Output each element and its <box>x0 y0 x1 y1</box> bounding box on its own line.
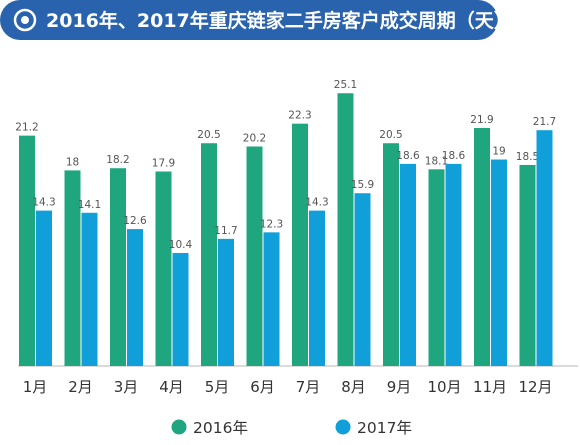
data-label-s1-9: 20.5 <box>379 129 402 141</box>
x-tick-label-5: 5月 <box>205 378 230 396</box>
bar-s1-11 <box>474 128 490 366</box>
data-label-s2-10: 18.6 <box>442 150 466 162</box>
x-tick-label-11: 11月 <box>473 378 507 396</box>
chart-title: 2016年、2017年重庆链家二手房客户成交周期（天） <box>46 9 513 32</box>
data-label-s1-1: 21.2 <box>15 122 38 134</box>
bar-s1-7 <box>292 123 308 366</box>
legend-swatch-1 <box>171 419 187 435</box>
data-label-s1-10: 18.1 <box>425 155 448 167</box>
target-icon <box>13 8 37 32</box>
data-label-s1-5: 20.5 <box>197 129 220 141</box>
data-label-s2-8: 15.9 <box>351 179 374 191</box>
legend-label-2: 2017年 <box>357 419 412 437</box>
x-tick-label-6: 6月 <box>250 378 275 396</box>
x-tick-label-1: 1月 <box>23 378 48 396</box>
x-tick-label-3: 3月 <box>114 378 139 396</box>
data-label-s1-3: 18.2 <box>106 154 129 166</box>
x-tick-label-7: 7月 <box>296 378 321 396</box>
bar-s2-3 <box>127 229 143 366</box>
bar-s1-9 <box>383 143 399 366</box>
bar-s2-6 <box>263 232 280 366</box>
x-tick-label-10: 10月 <box>427 378 461 396</box>
data-label-s2-9: 18.6 <box>396 150 420 162</box>
x-tick-label-8: 8月 <box>341 378 366 396</box>
legend: 2016年 2017年 <box>171 419 412 437</box>
x-tick-label-4: 4月 <box>159 378 184 396</box>
data-label-s2-4: 10.4 <box>169 239 193 251</box>
bar-s2-12 <box>536 130 553 366</box>
data-label-s2-11: 19 <box>492 146 505 158</box>
bar-s2-8 <box>354 193 371 366</box>
data-label-s2-3: 12.6 <box>123 215 147 227</box>
data-label-s1-12: 18.5 <box>516 151 539 163</box>
bars-group: 21.2 14.3 18 14.1 18.2 12.6 17.9 10.4 20.5 11.7 20… <box>15 79 556 366</box>
header-banner: 2016年、2017年重庆链家二手房客户成交周期（天） <box>0 0 513 40</box>
bar-s1-5 <box>201 143 217 366</box>
bar-s1-8 <box>337 93 354 366</box>
data-label-s2-6: 12.3 <box>260 218 283 230</box>
bar-s2-1 <box>36 210 52 366</box>
bar-s2-2 <box>81 212 98 366</box>
data-label-s2-5: 11.7 <box>214 225 237 237</box>
data-label-s1-8: 25.1 <box>334 79 357 91</box>
data-label-s2-12: 21.7 <box>533 116 556 128</box>
legend-label-1: 2016年 <box>193 419 248 437</box>
x-tick-label-9: 9月 <box>387 378 412 396</box>
data-label-s1-7: 22.3 <box>288 110 311 122</box>
legend-swatch-2 <box>335 419 351 435</box>
data-label-s2-2: 14.1 <box>78 199 101 211</box>
bar-s2-11 <box>491 159 507 366</box>
bar-s1-3 <box>110 168 126 366</box>
header-background <box>0 0 498 40</box>
bar-s2-4 <box>172 252 189 366</box>
x-tick-labels: 1月 2月 3月 4月 5月 6月 7月 8月 9月 10月 11月 12月 <box>23 378 553 396</box>
data-label-s1-4: 17.9 <box>152 157 175 169</box>
bar-s1-4 <box>155 171 172 366</box>
data-label-s1-11: 21.9 <box>470 114 493 126</box>
bar-s2-9 <box>400 163 416 366</box>
bar-s1-6 <box>246 146 263 366</box>
data-label-s2-7: 14.3 <box>305 197 328 209</box>
data-label-s2-1: 14.3 <box>32 197 55 209</box>
data-label-s1-2: 18 <box>66 156 79 168</box>
x-tick-label-12: 12月 <box>518 378 552 396</box>
bar-s2-5 <box>218 238 234 366</box>
bar-s2-7 <box>309 210 325 366</box>
bar-s2-10 <box>445 163 462 366</box>
data-label-s1-6: 20.2 <box>243 132 266 144</box>
bar-s1-10 <box>428 169 445 366</box>
bar-s1-2 <box>64 170 81 366</box>
x-tick-label-2: 2月 <box>68 378 93 396</box>
bar-s1-1 <box>19 135 35 366</box>
bar-s1-12 <box>519 164 536 366</box>
